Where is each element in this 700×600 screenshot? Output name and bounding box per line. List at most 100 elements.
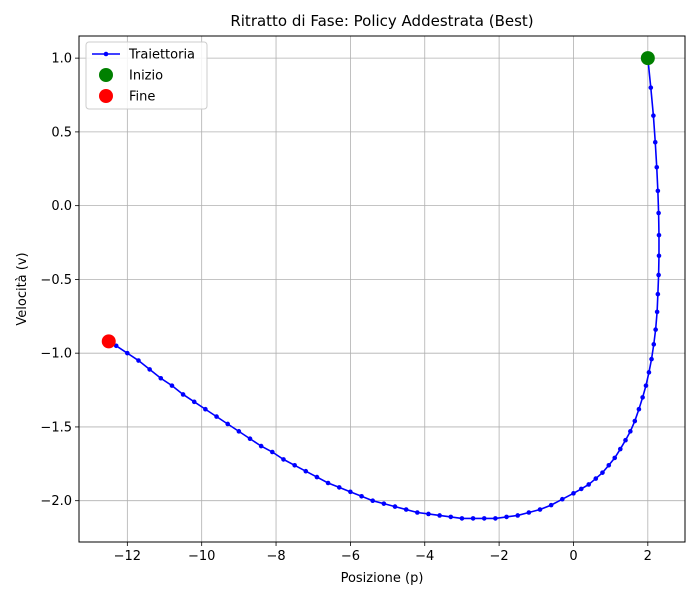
legend-swatch-inizio [99, 68, 113, 82]
data-point [655, 188, 661, 194]
legend-box [85, 41, 208, 110]
y-tick-label: −2.0 [40, 494, 72, 509]
data-point [426, 511, 431, 517]
plot-area-frame [78, 35, 686, 543]
data-point [415, 510, 420, 515]
data-point [125, 350, 130, 356]
x-tick-label: −4 [415, 549, 434, 564]
data-point [136, 358, 141, 363]
data-point [236, 429, 242, 434]
data-point [646, 370, 652, 375]
series-line-traiettoria [108, 58, 660, 520]
data-point [515, 513, 520, 518]
y-tick-label: 0.5 [51, 125, 72, 140]
legend-label-inizio: Inizio [129, 69, 163, 84]
x-tick-label: −10 [188, 549, 215, 564]
y-tick-label: −1.0 [40, 347, 72, 362]
data-point [437, 513, 442, 518]
data-point [606, 462, 612, 468]
data-point [649, 356, 654, 362]
data-point [403, 507, 409, 512]
data-point [370, 498, 376, 503]
chart-title: Ritratto di Fase: Policy Addestrata (Bes… [230, 12, 533, 30]
data-point [623, 437, 628, 443]
data-point [643, 383, 649, 388]
data-point [158, 375, 164, 381]
data-point [652, 139, 658, 145]
data-point [655, 291, 661, 297]
data-point [548, 502, 554, 508]
y-tick-label: −1.5 [40, 420, 72, 435]
data-point [628, 429, 633, 434]
y-axis-label: Velocità (v) [15, 252, 30, 325]
data-point [381, 501, 387, 506]
data-point [648, 85, 654, 90]
plot-series [101, 51, 662, 521]
x-tick-label: −2 [490, 549, 509, 564]
data-point [656, 232, 662, 238]
data-point [392, 504, 398, 509]
inizio-marker [640, 51, 655, 66]
x-tick-label: 0 [569, 549, 577, 564]
data-point [493, 516, 498, 521]
data-point [203, 406, 208, 412]
grid-lines [79, 36, 685, 542]
fine-marker [101, 334, 116, 349]
data-point [656, 210, 661, 216]
data-point [325, 480, 331, 486]
data-point [654, 164, 660, 170]
data-point [600, 470, 605, 475]
data-point [504, 514, 509, 520]
data-point [191, 399, 197, 405]
data-point [292, 462, 297, 468]
data-point [470, 516, 476, 521]
x-tick-label: −6 [341, 549, 360, 564]
data-point [653, 327, 658, 332]
data-point [225, 421, 231, 427]
y-tick-label: 0.0 [51, 199, 72, 214]
legend-swatch-fine [99, 89, 113, 103]
data-point [281, 457, 286, 462]
x-tick-label: −12 [114, 549, 141, 564]
data-point [656, 253, 662, 259]
data-point [314, 474, 320, 480]
data-point [336, 485, 342, 490]
legend-label-traiettoria: Traiettoria [128, 48, 195, 63]
data-point [651, 113, 656, 118]
data-point [636, 406, 642, 412]
legend-marker-traiettoria [103, 51, 109, 57]
x-tick-label: −8 [266, 549, 285, 564]
data-point [459, 516, 465, 521]
data-point [593, 476, 599, 481]
data-point [270, 449, 275, 455]
x-axis-label: Posizione (p) [341, 571, 424, 586]
data-point [586, 482, 592, 487]
data-point [359, 493, 364, 499]
data-point [632, 418, 638, 424]
data-point [656, 272, 661, 278]
legend: Traiettoria Inizio Fine [85, 41, 208, 110]
data-point [481, 516, 487, 521]
data-point [654, 309, 660, 315]
axis-ticks: −12 −10 −8 −6 −4 −2 0 2 −2.0 −1.5 −1.0 −0.5 0.0 0.5 1.… [40, 52, 652, 564]
data-point [640, 395, 645, 400]
data-point [651, 342, 657, 347]
data-point [258, 443, 264, 449]
data-point [113, 343, 119, 349]
data-point [247, 436, 253, 442]
data-point [537, 507, 543, 512]
y-tick-label: 1.0 [51, 52, 72, 67]
data-point [147, 367, 152, 372]
data-point [578, 486, 584, 492]
y-tick-label: −0.5 [40, 273, 72, 288]
data-point [214, 414, 219, 419]
legend-label-fine: Fine [129, 90, 155, 105]
data-point [303, 468, 309, 474]
data-point [169, 383, 175, 388]
data-point [560, 496, 565, 502]
data-point [526, 510, 532, 515]
data-point [612, 455, 618, 461]
data-point [448, 514, 454, 520]
data-point [618, 446, 623, 452]
